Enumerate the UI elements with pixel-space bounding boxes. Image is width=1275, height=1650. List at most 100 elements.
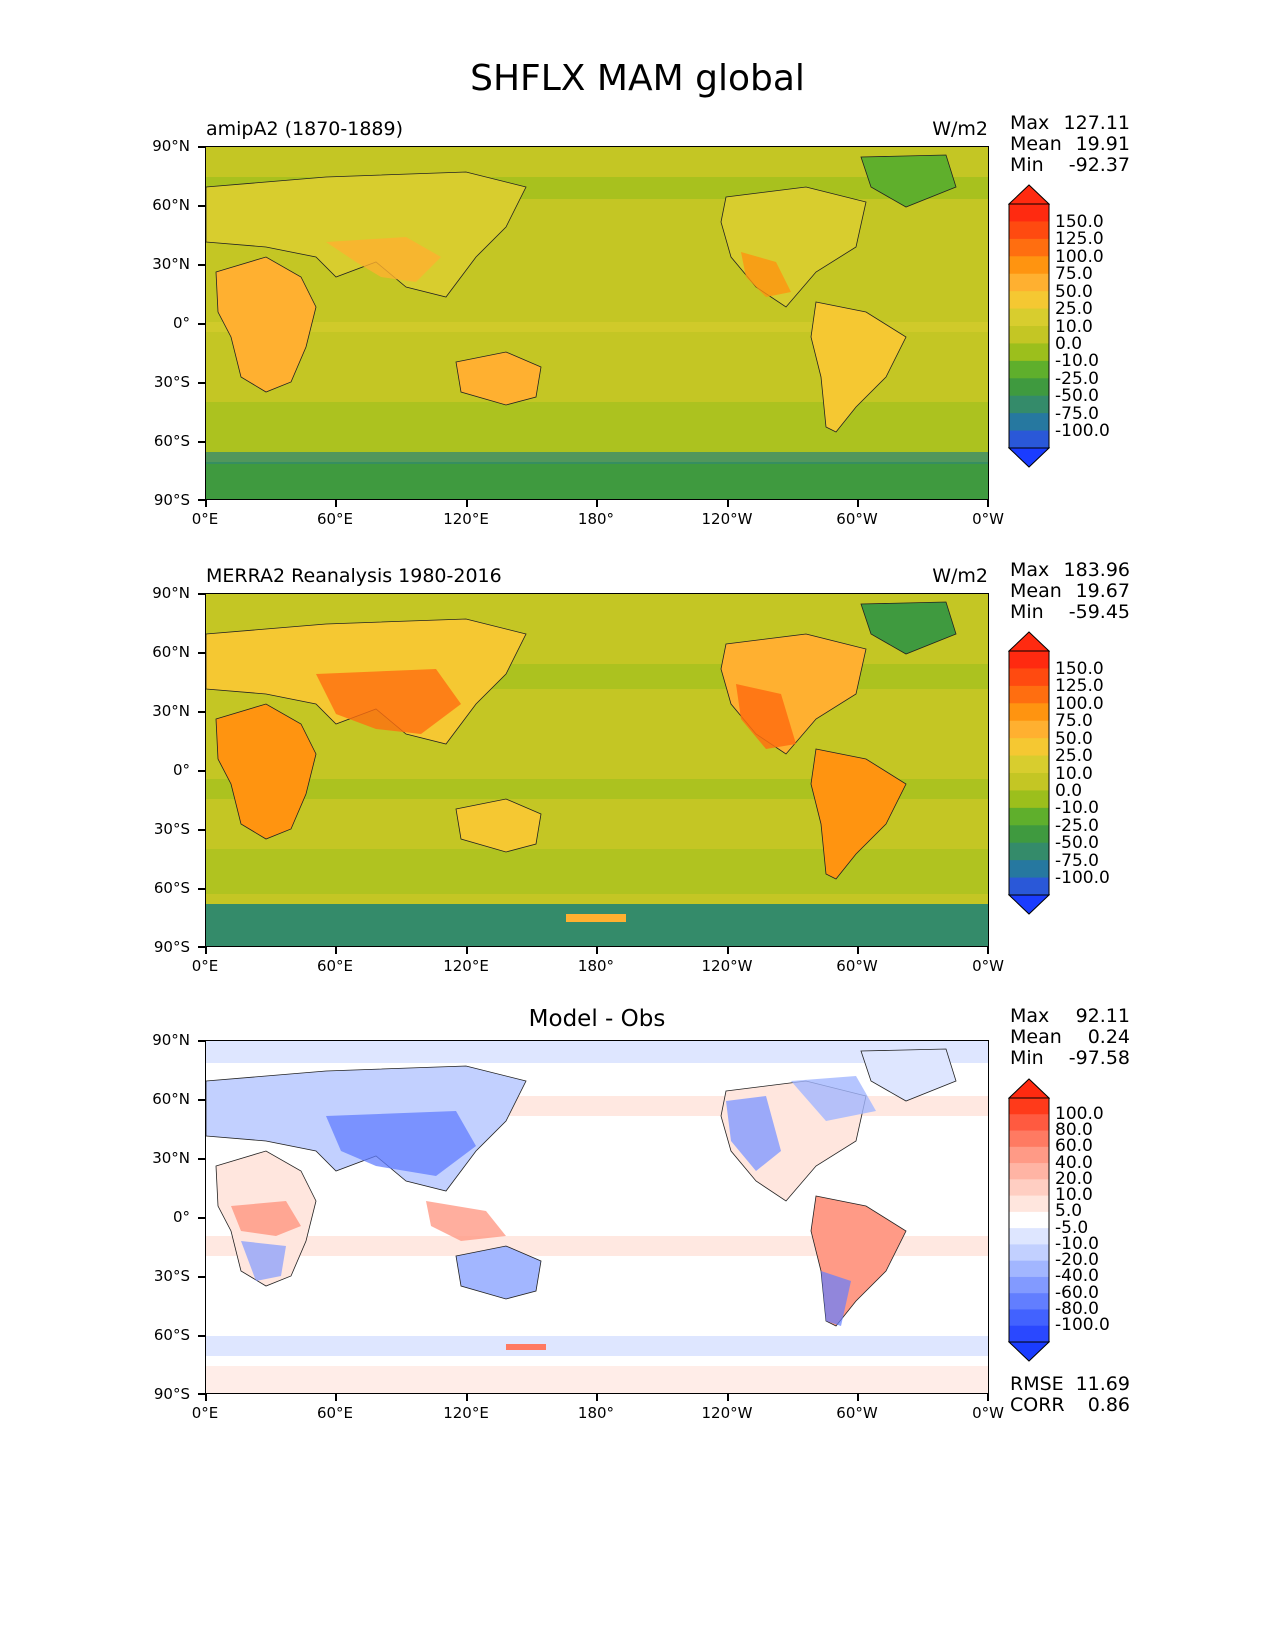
colorbar-tick-label: 25.0 [1055,746,1093,767]
panel-2-xtick-mark [466,947,468,954]
colorbar-segment [1009,238,1049,257]
colorbar-segment [1009,343,1049,362]
panel-2-ytick-mark [198,770,205,772]
panel-1-ytick-90n: 90°N [152,137,190,155]
colorbar-segment [1009,877,1049,896]
panel-3-ytick-30s: 30°S [153,1267,190,1285]
australia-shape [455,1245,542,1300]
colorbar-tick-label: 10.0 [1055,316,1093,337]
colorbar-tick-label: 100.0 [1055,693,1104,714]
panel-3-xtick-180: 180° [577,1404,615,1422]
colorbar-segment [1009,703,1049,722]
panel-3-ytick-mark [198,1276,205,1278]
panel-2-xtick-120w: 120°W [701,957,753,975]
panel-1-ytick-mark [198,323,205,325]
colorbar-tick-label: -25.0 [1055,815,1099,836]
panel-3-xtick-mark [596,1394,598,1401]
colorbar-segment [1009,256,1049,275]
panel-2-xtick-180: 180° [577,957,615,975]
panel-3-ytick-mark [198,1217,205,1219]
panel-3-xtick-mark [205,1394,207,1401]
panel-3-xtick-mark [727,1394,729,1401]
panel-1-ytick-mark [198,205,205,207]
panel-2-ytick-0: 0° [172,761,190,779]
panel-2-ytick-30s: 30°S [153,820,190,838]
panel-2-xtick-120e: 120°E [443,957,489,975]
colorbar-tick-label: -20.0 [1055,1250,1099,1271]
asia-warm-region [316,669,461,734]
colorbar-under-extend [1008,447,1050,468]
colorbar-segment [1009,430,1049,449]
colorbar-frame [1008,203,1050,449]
panel-3-ytick-90n: 90°N [152,1031,190,1049]
panel-2-ytick-mark [198,593,205,595]
panel-2-map [205,593,989,947]
panel-3-mean-value: 0.24 [1087,1026,1130,1048]
panel-2-xtick-60w: 60°W [836,957,878,975]
maritime-continent-positive [426,1201,506,1241]
greenland-shape [860,1048,957,1102]
panel-1-xtick-0w: 0°W [972,510,1004,528]
colorbar-tick-label: -40.0 [1055,1266,1099,1287]
colorbar-tick-label: -60.0 [1055,1282,1099,1303]
panel-3-ytick-mark [198,1040,205,1042]
colorbar-tick-label: 50.0 [1055,281,1093,302]
panel-2-ytick-mark [198,946,205,948]
panel-2-ytick-90n: 90°N [152,584,190,602]
colorbar-segment [1009,378,1049,397]
colorbar-segment [1009,1163,1049,1180]
colorbar-tick-label: -10.0 [1055,351,1099,372]
south-america-shape [810,301,907,433]
ross-sea-warm-edge [566,914,626,922]
colorbar-tick-label: 150.0 [1055,211,1104,232]
antarctica-shape [206,904,988,946]
panel-2-xtick-mark [205,947,207,954]
southern-ocean-positive-spot [506,1344,546,1350]
panel-1-ytick-mark [198,146,205,148]
panel-3-ytick-mark [198,1335,205,1337]
panel-1-xtick-mark [857,500,859,507]
panel-2-colorbar [1008,631,1050,915]
arctic-negative-band [206,1041,988,1063]
southern-ocean-band [206,849,988,894]
panel-3-rmse-value: 11.69 [1075,1373,1130,1395]
panel-3-corr-label: CORR [1010,1394,1065,1416]
panel-3-xtick-mark [987,1394,989,1401]
panel-2-ytick-mark [198,829,205,831]
panel-3-colorbar [1008,1078,1050,1362]
colorbar-tick-label: 75.0 [1055,711,1093,732]
colorbar-tick-label: 100.0 [1055,1103,1104,1124]
panel-3-min-value: -97.58 [1068,1047,1130,1069]
panel-1-xtick-180: 180° [577,510,615,528]
colorbar-tick-label: 40.0 [1055,1152,1093,1173]
panel-2-ytick-mark [198,888,205,890]
canada-negative [791,1076,876,1121]
antarctic-coast-band [206,452,988,464]
africa-shape [215,256,317,393]
panel-2-min-value: -59.45 [1068,601,1130,623]
western-north-america-negative [726,1096,781,1171]
greenland-shape [860,154,957,208]
panel-2-mean-value: 19.67 [1075,580,1130,602]
panel-1-max-label: Max [1010,112,1050,134]
panel-1-ytick-60n: 60°N [152,196,190,214]
colorbar-tick-label: -75.0 [1055,850,1099,871]
mexico-warm-region [741,252,791,297]
panel-1-ytick-mark [198,441,205,443]
colorbar-tick-label: 100.0 [1055,246,1104,267]
panel-1-map-svg [206,147,988,499]
colorbar-segment [1009,668,1049,687]
colorbar-tick-label: -5.0 [1055,1217,1089,1238]
panel-2-units: W/m2 [932,565,988,587]
colorbar-segment [1009,1325,1049,1343]
colorbar-tick-label: -10.0 [1055,798,1099,819]
colorbar-segment [1009,360,1049,379]
panel-1-xtick-mark [466,500,468,507]
eurasia-shape [206,171,527,298]
panel-2-ytick-60n: 60°N [152,643,190,661]
panel-3-rmse-label: RMSE [1010,1373,1064,1395]
colorbar-segment [1009,308,1049,327]
antarctic-negative-band [206,1336,988,1356]
panel-2-colorbar-segments [1008,631,1050,915]
asia-negative-region [326,1111,476,1176]
